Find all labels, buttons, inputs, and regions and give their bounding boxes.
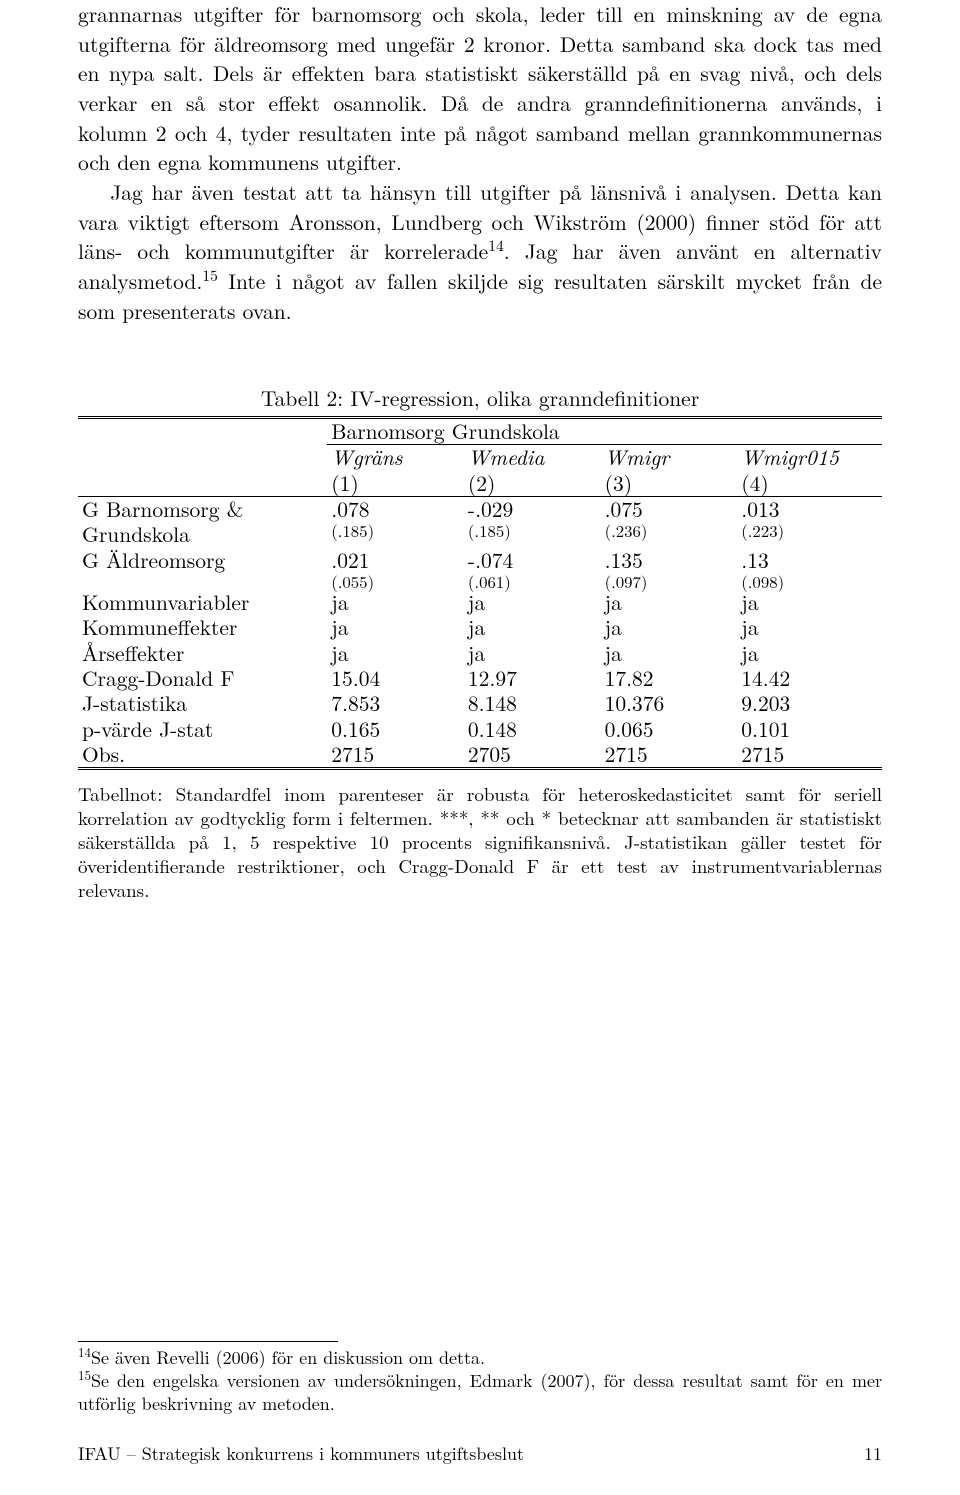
- col-num-1: (1): [327, 471, 464, 497]
- cell: 8.148: [464, 691, 601, 716]
- col-header-3: Wmigr: [601, 445, 738, 471]
- cell: ja: [601, 615, 738, 640]
- cell: ja: [737, 615, 882, 640]
- footnote-14-text: Se även Revelli (2006) för en diskussion…: [91, 1345, 485, 1370]
- footer-page-number: 11: [864, 1442, 882, 1467]
- row-label-jstat: J-statistika: [78, 691, 327, 716]
- cell: 9.203: [737, 691, 882, 716]
- col-num-2: (2): [464, 471, 601, 497]
- row-label-obs: Obs.: [78, 742, 327, 769]
- cell: 2715: [737, 742, 882, 769]
- footnote-15-text: Se den engelska versionen av undersöknin…: [78, 1368, 882, 1416]
- col-header-4: Wmigr015: [737, 445, 882, 471]
- footnote-ref-14: 14: [488, 235, 503, 256]
- footnotes-block: 14Se även Revelli (2006) för en diskussi…: [78, 1341, 882, 1415]
- paragraph-1: grannarnas utgifter för barnomsorg och s…: [78, 0, 882, 178]
- cell: 2705: [464, 742, 601, 769]
- paragraph-2: Jag har även testat att ta hänsyn till u…: [78, 178, 882, 326]
- cell: 2715: [327, 742, 464, 769]
- cell: 2715: [601, 742, 738, 769]
- footnote-ref-15: 15: [202, 265, 217, 286]
- page-footer: IFAU – Strategisk konkurrens i kommuners…: [78, 1442, 882, 1467]
- cell-se: (.185): [464, 522, 601, 547]
- cell: 7.853: [327, 691, 464, 716]
- footnote-marker-15: 15: [78, 1365, 91, 1384]
- col-header-2: Wmedia: [464, 445, 601, 471]
- footnote-15: 15Se den engelska versionen av undersökn…: [78, 1369, 882, 1415]
- cell: 10.376: [601, 691, 738, 716]
- regression-table: Barnomsorg Grundskola Wgräns Wmedia Wmig…: [78, 416, 882, 770]
- cell: ja: [464, 615, 601, 640]
- row-label-grundskola: Grundskola: [78, 522, 327, 547]
- table-caption: Tabell 2: IV-regression, olika granndefi…: [78, 384, 882, 414]
- cell-se: (.185): [327, 522, 464, 547]
- row-label-aldreomsorg: G Äldreomsorg: [78, 548, 327, 573]
- table-note: Tabellnot: Standardfel inom parenteser ä…: [78, 782, 882, 902]
- table-2-wrapper: Tabell 2: IV-regression, olika granndefi…: [78, 384, 882, 902]
- footer-left: IFAU – Strategisk konkurrens i kommuners…: [78, 1442, 524, 1467]
- row-label-kommuneffekter: Kommuneffekter: [78, 615, 327, 640]
- col-num-4: (4): [737, 471, 882, 497]
- col-header-1: Wgräns: [327, 445, 464, 471]
- cell-se: (.236): [601, 522, 738, 547]
- col-num-3: (3): [601, 471, 738, 497]
- footnote-rule: [78, 1341, 338, 1342]
- table-super-header: Barnomsorg Grundskola: [327, 417, 882, 444]
- cell: ja: [327, 615, 464, 640]
- cell-se: (.223): [737, 522, 882, 547]
- footnote-14: 14Se även Revelli (2006) för en diskussi…: [78, 1346, 882, 1369]
- footnote-marker-14: 14: [78, 1342, 91, 1361]
